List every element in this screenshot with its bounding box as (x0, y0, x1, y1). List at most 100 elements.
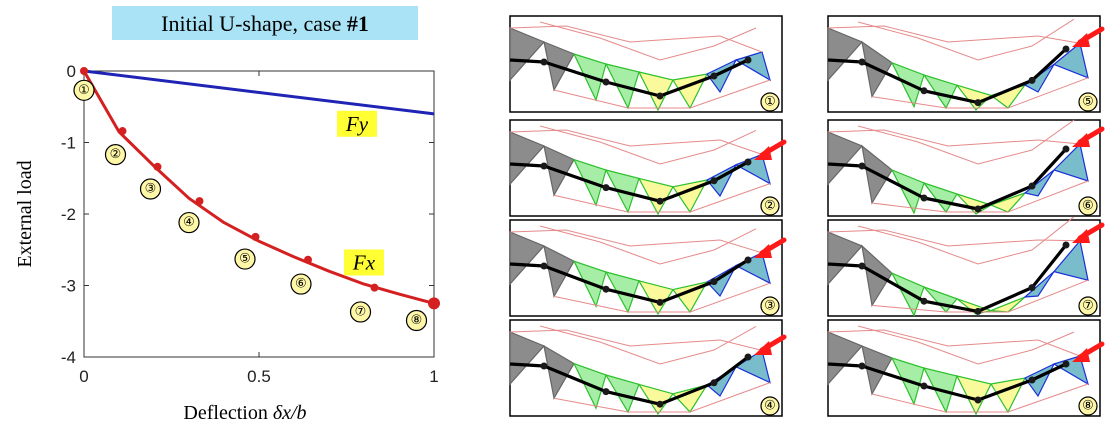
mechanism-joint (656, 400, 664, 408)
mechanism-joint (974, 396, 982, 404)
mechanism-cable (509, 25, 763, 53)
mechanism-cable (871, 383, 1089, 413)
frame-step-badge (760, 92, 780, 112)
mechanism-joint (920, 194, 928, 202)
point-annotation-badge (104, 144, 127, 166)
mechanism-triangle (671, 281, 709, 314)
mechanism-joint (1028, 76, 1036, 84)
mechanism-cable (827, 329, 1081, 357)
y-axis-label: External load (14, 160, 36, 267)
x-axis-label-symbol: δx/b (273, 402, 307, 424)
series-layer (80, 67, 440, 310)
mechanism-joint (540, 362, 548, 370)
force-arrow-head (1072, 33, 1090, 47)
mechanism-joint (744, 158, 752, 166)
mechanism-cable (827, 25, 1081, 44)
y-tick-label: -4 (61, 348, 76, 367)
mechanism-spine (509, 258, 749, 305)
mechanism-joint (744, 353, 752, 361)
y-tick-label: 0 (67, 62, 76, 81)
mechanism-cable (509, 229, 763, 254)
frame-8: ⑧ (827, 319, 1105, 417)
mechanism-triangle (1052, 142, 1089, 182)
frame-step-label: ② (764, 199, 776, 214)
point-annotation-label: ⑤ (239, 252, 251, 267)
point-annotation-badge (234, 248, 256, 270)
mechanism-cable (857, 119, 1075, 165)
plot-frame (83, 70, 435, 358)
series-line-fy (83, 69, 435, 116)
point-annotation-label: ⑧ (411, 313, 423, 328)
series-label-highlight (337, 110, 377, 137)
point-annotation-badge (405, 309, 428, 332)
frame-step-label: ④ (764, 399, 776, 414)
series-point-fx (304, 255, 312, 264)
mechanism-joint (1062, 360, 1070, 368)
mechanism-cable (553, 382, 771, 413)
frame-step-label: ① (764, 95, 776, 110)
point-annotation-label: ③ (145, 181, 157, 196)
point-annotation-label: ② (110, 147, 122, 162)
mechanism-cable (827, 229, 1081, 247)
mechanism-joint (710, 72, 718, 80)
y-tick-label: -2 (61, 205, 76, 224)
mechanism-joint (1028, 182, 1036, 190)
mechanism-joint (602, 285, 610, 293)
mechanism-joint (1028, 284, 1036, 292)
mechanism-spine (827, 47, 1068, 105)
series-point-fx (153, 162, 162, 171)
frame-step-badge (1078, 92, 1098, 112)
mechanism-spine (827, 362, 1067, 402)
load-deflection-chart: Initial U-shape, case #1 0-1-2-3-4 0 0.5 1… (14, 6, 440, 424)
mechanism-joint (858, 362, 866, 370)
mechanism-joint (920, 87, 928, 95)
mechanism-joint (974, 307, 982, 315)
mechanism-spine (827, 244, 1068, 314)
mechanism-triangle (1023, 169, 1055, 197)
mechanism-cable (553, 79, 771, 109)
mechanism-cable (509, 129, 763, 155)
mechanism-triangle (734, 51, 771, 82)
series-label-fx: Fx (352, 250, 376, 274)
series-point-fx (370, 283, 379, 292)
mechanism-triangle (1052, 355, 1089, 386)
force-arrow-head (754, 244, 772, 258)
series-point-fx (428, 297, 440, 310)
mechanism-cable (857, 216, 1075, 265)
mechanism-joint (744, 56, 752, 64)
mechanism-joint (540, 58, 548, 66)
mechanism-triangle (1052, 42, 1089, 79)
mechanism-cable (827, 129, 1081, 147)
mechanism-joint (858, 162, 866, 170)
mechanism-joint (1062, 241, 1070, 249)
force-arrow-head (754, 341, 772, 355)
frame-7: ⑦ (827, 216, 1105, 317)
force-arrow-head (1072, 229, 1090, 243)
x-axis-label-text: Deflection (183, 402, 272, 424)
mechanism-triangle (671, 384, 709, 413)
frame-step-label: ⑦ (1082, 299, 1094, 314)
mechanism-triangle (637, 383, 675, 416)
x-axis-label: Deflection δx/b (183, 402, 306, 424)
mechanism-cable (857, 325, 1075, 365)
mechanism-cable (553, 282, 771, 313)
series-point-fx (118, 127, 127, 136)
mechanism-triangle (1052, 239, 1089, 282)
frame-6: ⑥ (827, 119, 1105, 217)
x-tick-label: 0 (79, 367, 88, 386)
mechanism-joint (920, 382, 928, 390)
chart-title: Initial U-shape, case #1 (161, 11, 369, 36)
frame-step-label: ⑧ (1082, 399, 1094, 414)
y-tick-label: -1 (61, 134, 76, 153)
mechanism-triangle (955, 84, 993, 111)
mechanism-cable (509, 329, 763, 351)
series-label-highlight (344, 249, 384, 276)
mechanism-joint (602, 78, 610, 86)
mechanism-joint (858, 262, 866, 270)
force-arrow-head (1072, 133, 1090, 147)
mechanism-joint (540, 162, 548, 170)
point-annotation-label: ① (78, 83, 90, 98)
mechanism-joint (656, 92, 664, 100)
frame-step-label: ③ (764, 299, 776, 314)
mechanism-cable (553, 183, 771, 213)
